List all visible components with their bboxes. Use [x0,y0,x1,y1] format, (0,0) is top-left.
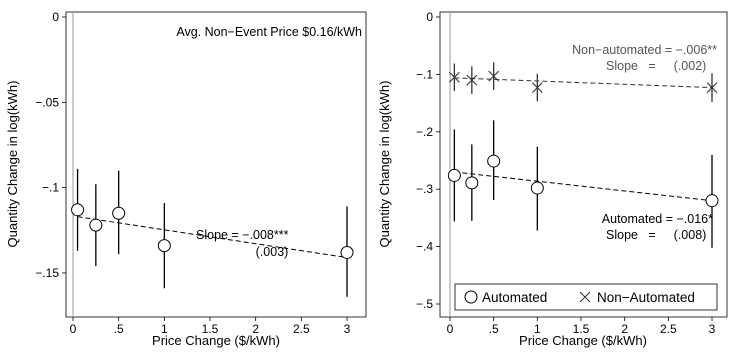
left-y-tick-label: −.15 [35,266,59,280]
right-series-automated-point [530,181,544,195]
right-y-tick-label: −.3 [416,182,433,196]
right-series-automated-point [465,176,479,190]
right-x-axis-label: Price Change ($/kWh) [519,333,647,348]
auto-slope-word: Slope [606,228,638,242]
left-x-tick-label: 1.5 [202,322,219,336]
legend-automated-marker [464,290,478,304]
legend-nonautomated-label: Non−Automated [597,290,695,305]
right-y-axis-label: Quantity Change in log(kWh) [377,81,392,248]
nonauto-slope-equals: = [648,59,655,73]
right-plot-marks: 0 −.1 −.2 −.3 −.4 −.5 0 .5 1 1.5 2 2.5 3 [416,10,719,336]
left-series-main-point [71,203,85,217]
right-x-tick-label: 1 [534,322,541,336]
left-x-tick-label: 3 [344,322,351,336]
right-x-tick-label: 2 [621,322,628,336]
left-x-tick-label: 2 [252,322,259,336]
right-y-tick-label: 0 [426,10,433,24]
auto-slope-label: Automated = −.016* [602,212,713,226]
right-series-nonautomated-point [488,70,500,82]
left-x-tick-label: 0 [70,322,77,336]
left-x-axis-label: Price Change ($/kWh) [152,333,280,348]
right-series-nonautomated-fit-line [454,77,713,89]
left-series-main-point [340,245,354,259]
left-x-tick-label: 2.5 [293,322,310,336]
right-series-nonautomated-point [531,82,543,93]
right-series-nonautomated-point [706,82,718,93]
right-series-automated-point [705,194,719,208]
right-series-automated-point [487,154,501,168]
left-y-axis-label: Quantity Change in log(kWh) [5,81,20,248]
left-series-main-point [157,239,171,253]
right-plot-frame [439,11,728,318]
left-panel: 0 −.05 −.1 −.15 0 .5 1 1.5 2 2.5 3 Avg. Non−Event P… [5,10,367,348]
left-series-main-point [89,218,103,232]
left-series-main-fit-line [77,216,348,259]
right-x-tick-label: 1.5 [573,322,590,336]
left-y-tick-label: −.05 [35,95,59,109]
auto-slope-equals: = [648,228,655,242]
left-series-main-point [112,206,126,220]
legend-nonautomated-marker [579,291,591,303]
right-y-tick-label: −.2 [416,125,433,139]
right-x-tick-label: .5 [489,322,499,336]
left-plot-marks: 0 −.05 −.1 −.15 0 .5 1 1.5 2 2.5 3 [35,10,354,336]
right-y-tick-label: −.5 [416,297,433,311]
left-plot-frame [65,11,367,318]
right-series-nonautomated-point [448,71,460,83]
right-series-automated-fit-line [454,171,713,202]
auto-slope-se: (.008) [674,228,707,242]
right-y-tick-label: −.4 [416,240,433,254]
nonauto-slope-se: (.002) [674,59,707,73]
right-panel: 0 −.1 −.2 −.3 −.4 −.5 0 .5 1 1.5 2 2.5 3 Non−automate… [377,10,728,348]
left-slope-label: Slope = −.008*** [196,228,289,242]
left-x-tick-label: 1 [161,322,168,336]
legend: Automated Non−Automated [454,283,718,311]
left-y-tick-label: −.1 [42,181,59,195]
right-x-tick-label: 3 [709,322,716,336]
nonauto-slope-label: Non−automated = −.006** [572,43,717,57]
right-y-tick-label: −.1 [416,67,433,81]
right-x-tick-label: 0 [447,322,454,336]
left-event-price-annotation: Avg. Non−Event Price $0.16/kWh [176,25,362,39]
right-x-tick-label: 2.5 [660,322,677,336]
right-series-automated-point [447,168,461,182]
left-y-tick-label: 0 [52,10,59,24]
left-slope-se: (.003) [256,245,289,259]
nonauto-slope-word: Slope [606,59,638,73]
legend-automated-label: Automated [482,290,547,305]
left-x-tick-label: .5 [114,322,124,336]
right-series-nonautomated-point [466,74,478,86]
legend-box [454,283,718,311]
